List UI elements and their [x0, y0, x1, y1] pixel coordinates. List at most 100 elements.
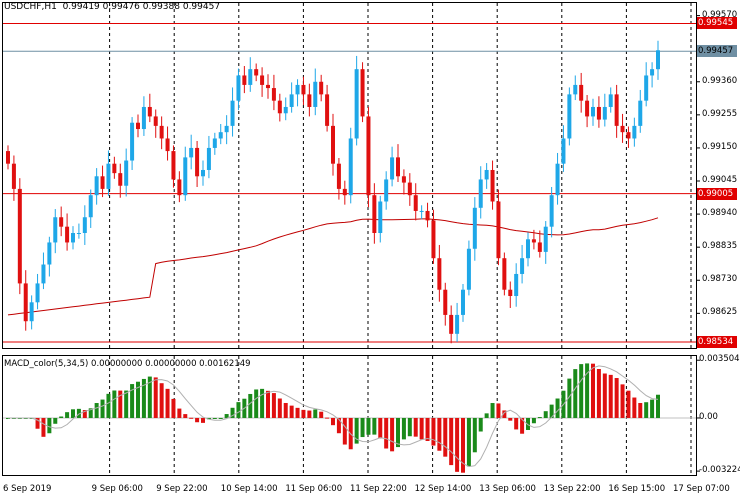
candle-body — [591, 106, 595, 117]
candle-body — [325, 94, 330, 126]
candle-body — [455, 314, 460, 334]
macd-bar — [407, 417, 412, 437]
price-tick-label: 0.98625 — [702, 307, 738, 318]
candle-body — [11, 163, 16, 189]
macd-bar — [573, 369, 578, 418]
symbol-timeframe: USDCHF,H1 — [4, 2, 57, 12]
macd-bar — [195, 417, 200, 423]
time-label: 16 Sep 15:00 — [608, 484, 666, 494]
macd-bar — [360, 417, 365, 438]
candle-body — [431, 220, 436, 259]
candle-body — [520, 258, 525, 274]
candle-body — [301, 84, 306, 95]
time-label: 17 Sep 07:00 — [673, 484, 730, 494]
candle-body — [59, 217, 64, 227]
macd-bar — [301, 409, 306, 418]
ohlc-open: 0.99419 — [62, 2, 100, 12]
macd-bar — [443, 417, 448, 457]
price-line-label: 0.99457 — [697, 45, 737, 58]
macd-bar — [313, 409, 318, 418]
candle-body — [526, 239, 530, 259]
macd-bar — [218, 417, 223, 419]
price-tick-label: 0.98835 — [702, 241, 738, 252]
macd-bar — [141, 378, 146, 418]
candle-body — [313, 81, 318, 107]
macd-bar — [620, 384, 625, 418]
macd-bar — [526, 417, 530, 430]
macd-bar — [71, 409, 75, 418]
candle-body — [407, 182, 412, 196]
macd-bar — [596, 368, 601, 418]
macd-bar — [484, 413, 489, 418]
candle-body — [130, 122, 135, 161]
candle-body — [71, 233, 75, 243]
candle-body — [271, 88, 276, 101]
candle-body — [242, 75, 247, 85]
candle-body — [41, 264, 46, 284]
macd-bar — [295, 407, 300, 418]
candle-body — [502, 258, 507, 290]
candle-body — [608, 94, 613, 107]
macd-bar — [638, 403, 643, 418]
candle-body — [201, 169, 205, 177]
candle-body — [118, 173, 123, 186]
candle-body — [147, 106, 152, 117]
axis-ticks — [696, 15, 700, 472]
candle-body — [88, 195, 93, 218]
candle-body — [307, 94, 312, 107]
candle-body — [195, 147, 200, 177]
candle-body — [183, 157, 188, 196]
candle-body — [177, 179, 182, 196]
macd-bar — [626, 390, 631, 418]
candle-body — [579, 84, 584, 101]
time-label: 13 Sep 22:00 — [543, 484, 601, 494]
macd-bar — [230, 407, 235, 418]
time-label: 6 Sep 2019 — [3, 484, 52, 494]
candle-body — [390, 157, 395, 180]
candle-body — [23, 283, 28, 322]
candle-body — [620, 125, 625, 133]
candle-body — [449, 314, 454, 334]
candle-body — [573, 84, 578, 95]
macd-bar — [254, 389, 259, 418]
candle-body — [567, 94, 572, 139]
candle-body — [17, 188, 22, 284]
macd-bar — [106, 393, 111, 418]
macd-bar — [567, 378, 572, 418]
macd-bar — [396, 417, 400, 448]
candle-body — [342, 188, 347, 196]
macd-bar — [165, 388, 170, 418]
macd-bar — [118, 390, 123, 418]
macd-bar — [490, 403, 495, 418]
candle-body — [484, 169, 489, 180]
macd-bar — [35, 417, 40, 429]
macd-bar — [342, 417, 347, 445]
candle-body — [372, 195, 377, 233]
macd-bar — [59, 416, 64, 418]
macd-bar — [260, 388, 265, 418]
macd-histogram — [3, 363, 696, 473]
candle-body — [159, 125, 164, 139]
macd-bar — [520, 417, 525, 434]
candle-body — [638, 100, 643, 126]
candle-body — [496, 201, 501, 259]
candle-body — [632, 125, 637, 139]
macd-bar — [514, 417, 519, 430]
macd-bar — [336, 417, 341, 434]
candle-body — [254, 69, 259, 76]
candle-body — [561, 138, 566, 164]
macd-bar — [384, 417, 389, 449]
candle-body — [112, 163, 117, 174]
macd-bar — [236, 402, 241, 418]
candle-body — [100, 176, 105, 189]
macd-bar — [431, 417, 436, 446]
macd-bar — [94, 403, 99, 418]
macd-bar — [224, 414, 229, 418]
macd-bar — [466, 417, 471, 467]
macd-bar — [189, 417, 194, 419]
macd-tick-label: 0.00 — [699, 411, 718, 422]
macd-bar — [372, 417, 377, 435]
price-line-label: 0.98534 — [697, 336, 737, 348]
